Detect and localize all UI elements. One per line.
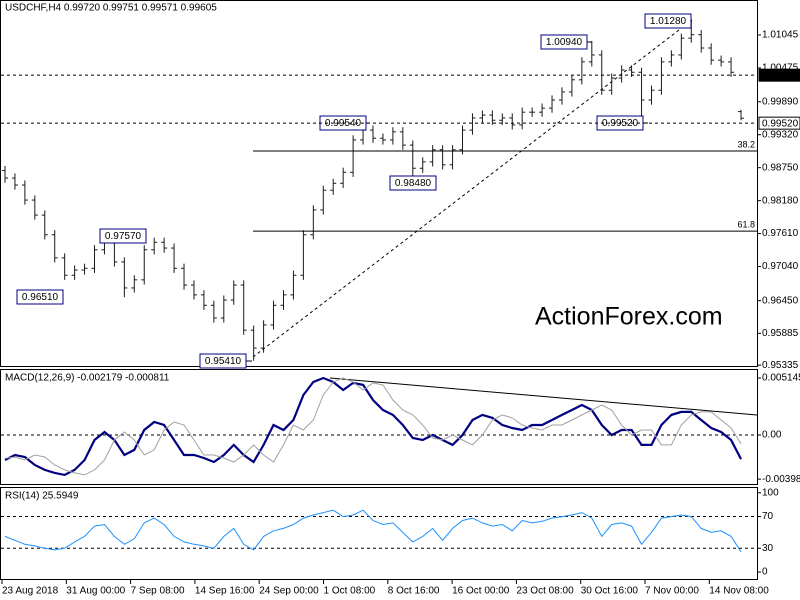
price-panel	[0, 0, 758, 367]
trend-line	[252, 19, 693, 358]
y-tick-label: 100	[762, 487, 779, 498]
label-box	[644, 13, 692, 29]
macd-trend-line	[329, 377, 758, 416]
x-tick-label: 14 Nov 08:00	[709, 586, 769, 597]
series-line	[4, 376, 742, 477]
x-tick-label: 7 Nov 00:00	[645, 586, 699, 597]
macd-panel	[0, 369, 758, 485]
x-tick-label: 8 Oct 16:00	[388, 586, 440, 597]
fib-label: 38.2	[737, 139, 755, 149]
point-label: 0.97570	[105, 231, 142, 242]
rsi-title: RSI(14) 25.5949	[5, 491, 79, 502]
y-tick-label: 70	[762, 511, 774, 522]
watermark: ActionForex.com	[535, 303, 723, 331]
x-tick-label: 16 Oct 00:00	[452, 586, 510, 597]
y-tick-label: 0.95885	[762, 328, 799, 339]
level-box	[758, 116, 800, 130]
y-tick-label: 0.98180	[762, 195, 799, 206]
y-tick-label: -0.003989	[762, 474, 800, 485]
y-tick-label: 1.01045	[762, 30, 799, 41]
x-tick-label: 23 Aug 2018	[2, 586, 59, 597]
label-box	[389, 175, 437, 191]
point-label: 0.98480	[395, 178, 432, 189]
y-tick-label: 0.005145	[762, 373, 800, 384]
y-tick-label: 0.99320	[762, 129, 799, 140]
label-box	[99, 228, 147, 244]
label-box	[199, 353, 247, 369]
rsi-panel	[0, 487, 758, 580]
series-line	[4, 377, 742, 476]
x-tick-label: 1 Oct 08:00	[324, 586, 376, 597]
y-tick-label: 1.00475	[762, 63, 799, 74]
point-label: 1.01280	[650, 16, 687, 27]
point-label: 0.96510	[22, 292, 59, 303]
y-tick-label: 0	[762, 567, 768, 578]
y-tick-label: 0.99890	[762, 96, 799, 107]
y-tick-label: 30	[762, 543, 774, 554]
y-tick-label: 0.95335	[762, 360, 799, 371]
macd-title: MACD(12,26,9) -0.002179 -0.000811	[5, 373, 170, 384]
label-box	[16, 289, 64, 305]
level-box	[758, 68, 800, 82]
x-tick-label: 31 Aug 00:00	[66, 586, 125, 597]
series-line	[4, 509, 742, 553]
price-title: USDCHF,H4 0.99720 0.99751 0.99571 0.9960…	[5, 3, 217, 14]
y-tick-label: 0.00	[762, 430, 782, 441]
y-tick-label: 0.96450	[762, 295, 799, 306]
point-label: 0.95410	[205, 356, 242, 367]
point-label: 1.00940	[546, 37, 583, 48]
y-tick-label: 0.98750	[762, 162, 799, 173]
level-label: 0.99520	[762, 118, 799, 129]
x-tick-label: 23 Oct 08:00	[516, 586, 574, 597]
y-tick-label: 0.97610	[762, 228, 799, 239]
x-tick-label: 14 Sep 16:00	[195, 586, 255, 597]
level-label: 1.00350	[762, 70, 799, 81]
x-tick-label: 24 Sep 00:00	[259, 586, 319, 597]
x-tick-label: 30 Oct 16:00	[581, 586, 639, 597]
label-box	[540, 34, 588, 50]
x-tick-label: 7 Sep 08:00	[131, 586, 185, 597]
y-tick-label: 0.97040	[762, 261, 799, 272]
fib-label: 61.8	[737, 220, 755, 230]
